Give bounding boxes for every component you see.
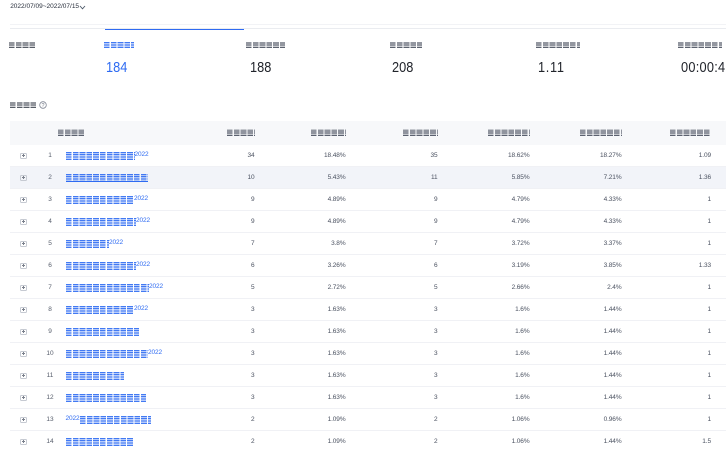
svg-text:?: ? xyxy=(42,103,45,109)
